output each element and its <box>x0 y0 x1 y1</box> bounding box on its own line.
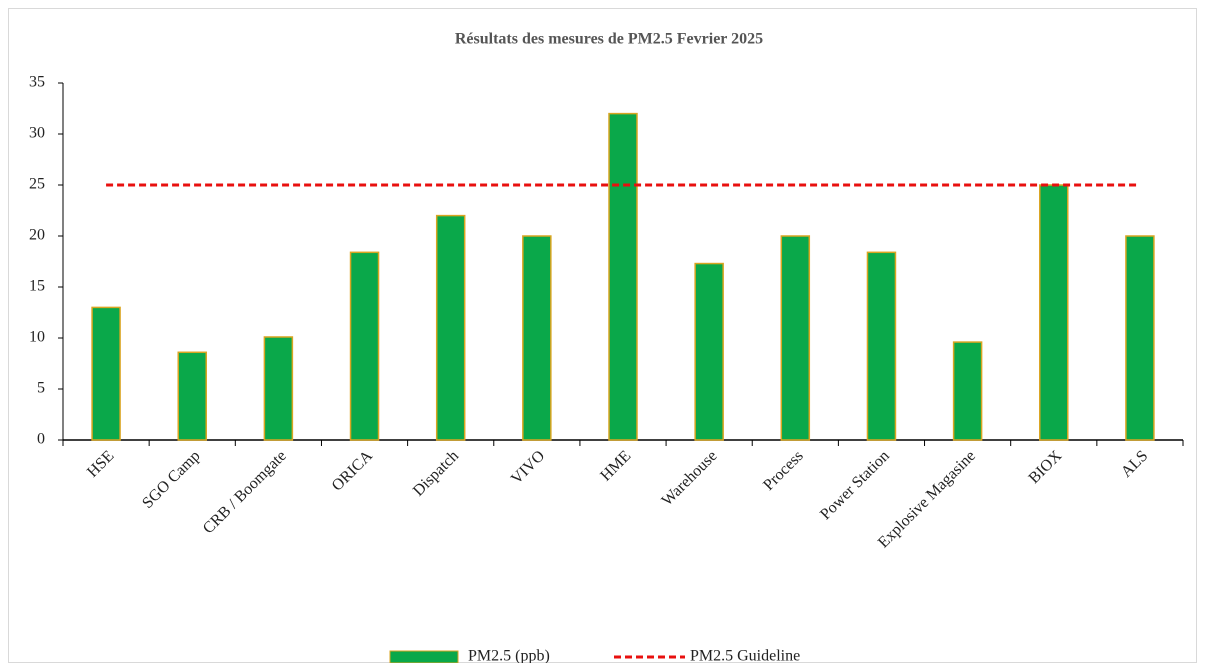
y-tick-label: 5 <box>37 380 45 397</box>
bar <box>177 351 207 441</box>
legend-label: PM2.5 (ppb) <box>468 648 550 663</box>
y-tick-label: 30 <box>29 125 45 142</box>
y-tick-label: 35 <box>29 74 45 91</box>
bar <box>522 235 552 441</box>
bar <box>435 214 466 441</box>
y-tick-label: 25 <box>29 176 45 193</box>
y-tick-label: 10 <box>29 329 45 346</box>
y-tick-label: 20 <box>29 227 45 244</box>
bar <box>694 262 724 441</box>
bar <box>349 251 380 441</box>
bar <box>866 251 897 441</box>
chart-title: Résultats des mesures de PM2.5 Fevrier 2… <box>455 31 763 48</box>
y-tick-label: 0 <box>37 431 45 448</box>
legend-label: PM2.5 Guideline <box>690 648 800 663</box>
y-tick-label: 15 <box>29 278 45 295</box>
bar <box>263 336 294 441</box>
bar <box>1125 235 1155 441</box>
legend-swatch <box>389 650 459 663</box>
bar <box>780 235 811 441</box>
bar <box>608 112 638 441</box>
bar <box>1039 184 1069 441</box>
chart-border <box>8 8 1197 663</box>
bar <box>91 306 121 441</box>
bar <box>952 341 983 441</box>
